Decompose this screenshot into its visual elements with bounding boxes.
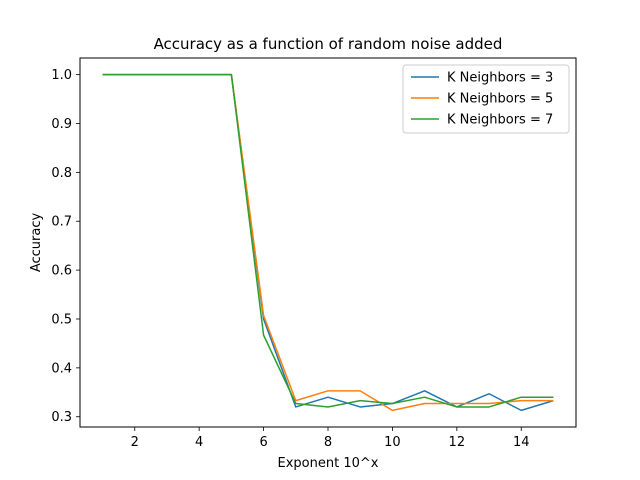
legend-label: K Neighbors = 5 <box>447 92 553 107</box>
legend: K Neighbors = 3 K Neighbors = 5 K Neighbor… <box>402 64 570 134</box>
x-tick-label: 10 <box>384 435 401 450</box>
y-axis: 0.3 0.4 0.5 0.6 0.7 0.8 0.9 1.0 <box>51 68 80 425</box>
series-lines <box>102 73 554 412</box>
x-axis-title: Exponent 10^x <box>278 456 379 471</box>
y-tick-label: 0.9 <box>51 117 72 132</box>
chart-title: Accuracy as a function of random noise a… <box>154 35 503 53</box>
series-line-3 <box>102 73 554 408</box>
y-tick-label: 0.5 <box>51 312 72 327</box>
x-tick-label: 4 <box>195 435 203 450</box>
y-tick-label: 1.0 <box>51 68 72 83</box>
y-tick-label: 0.7 <box>51 215 72 230</box>
x-tick-label: 14 <box>513 435 530 450</box>
x-tick-label: 2 <box>131 435 139 450</box>
legend-box <box>402 64 570 134</box>
x-tick-label: 12 <box>449 435 466 450</box>
legend-label: K Neighbors = 3 <box>447 71 553 86</box>
x-tick-label: 8 <box>324 435 332 450</box>
x-axis: 2 4 6 8 10 12 14 <box>131 427 530 450</box>
x-tick-label: 6 <box>259 435 267 450</box>
legend-label: K Neighbors = 7 <box>447 113 553 128</box>
y-tick-label: 0.6 <box>51 264 72 279</box>
y-tick-label: 0.4 <box>51 361 72 376</box>
y-tick-label: 0.3 <box>51 410 72 425</box>
y-axis-title: Accuracy <box>29 213 44 273</box>
y-tick-label: 0.8 <box>51 166 72 181</box>
